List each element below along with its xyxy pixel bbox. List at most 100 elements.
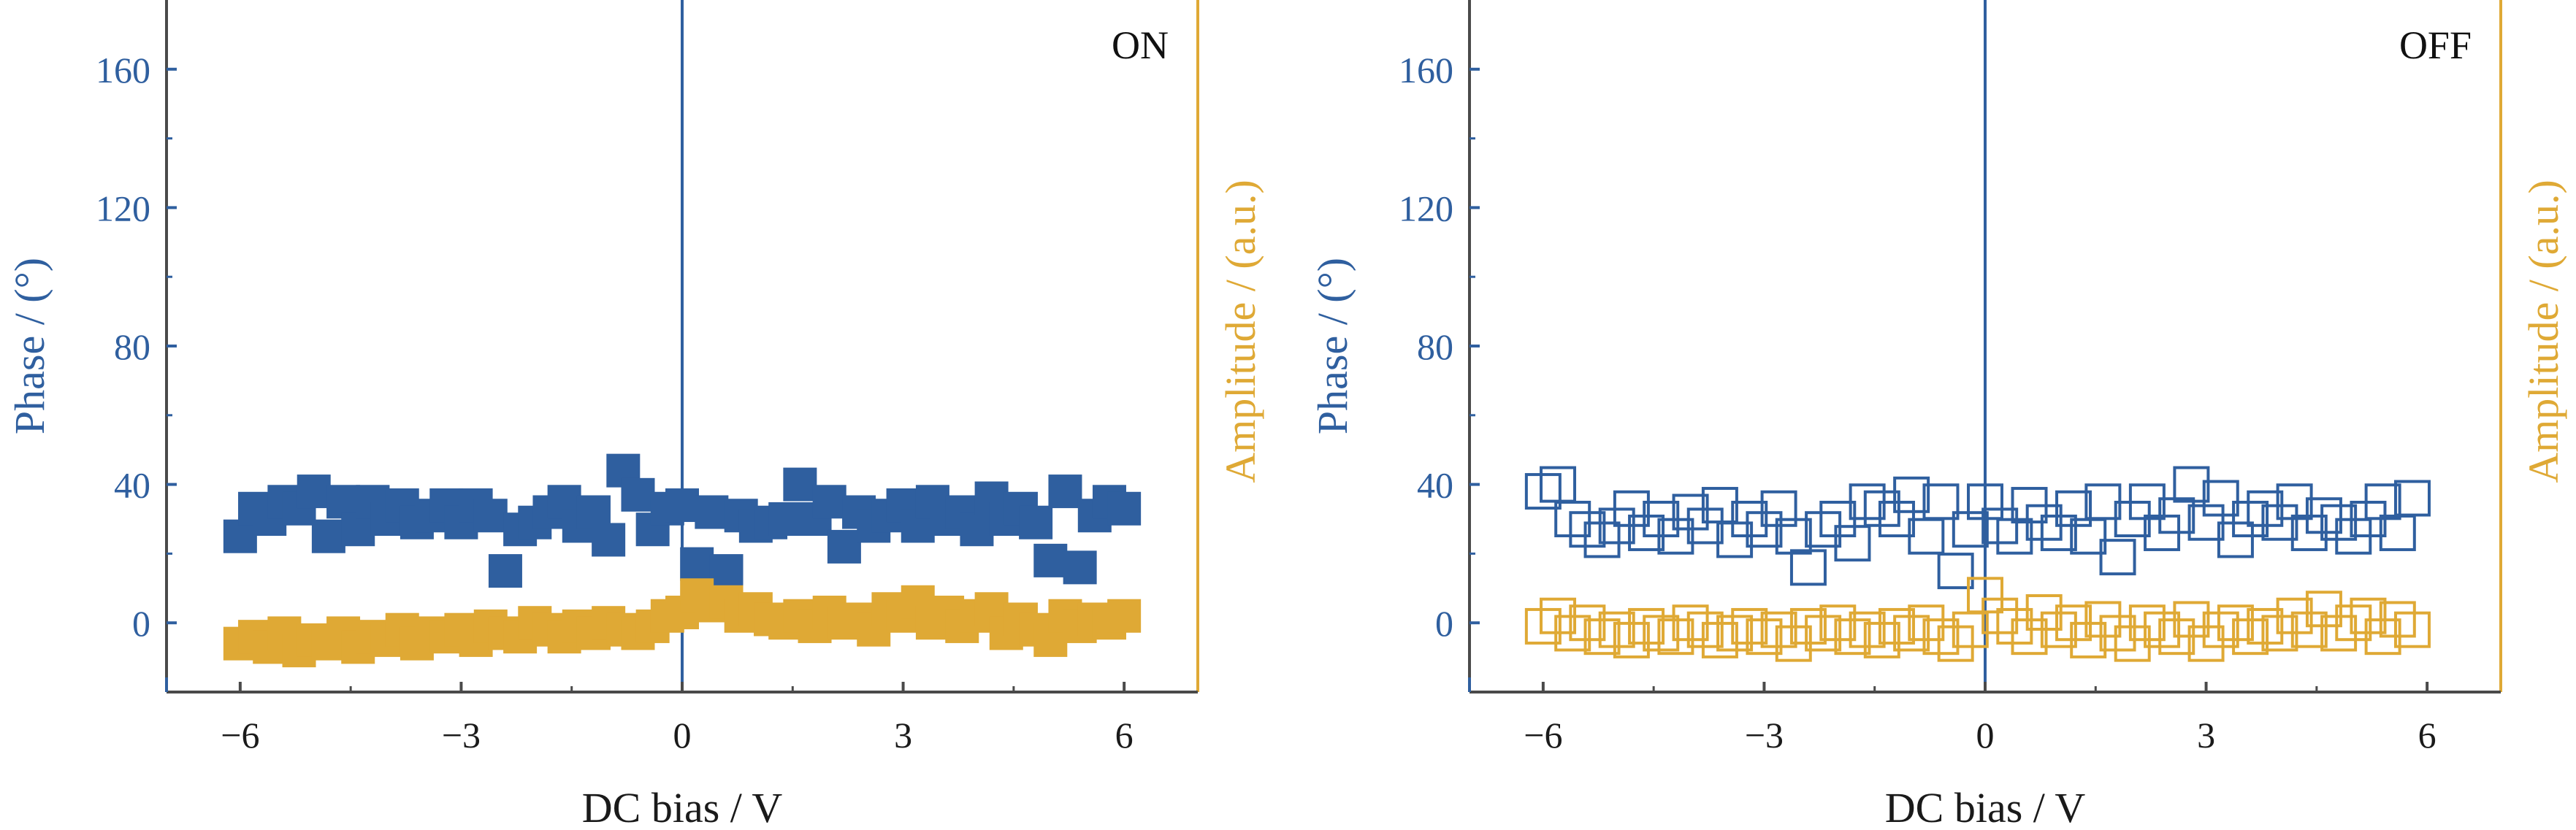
phase-point	[1569, 511, 1606, 548]
phase-point	[2320, 504, 2358, 541]
phase-point	[2055, 490, 2092, 527]
phase-point	[1775, 518, 1812, 555]
phase-point	[1834, 525, 1871, 562]
phase-point	[827, 529, 861, 564]
amplitude-point	[1834, 618, 1871, 656]
phase-point	[1063, 550, 1097, 585]
panel-on: −6 −3 0 3 6 0 40 80 120 160 DC bias / V Phase / (°)…	[6, 0, 1264, 830]
panel-off: −6 −3 0 3 6 0 40 80 120 160 DC bias / V Phase / (°)…	[1309, 0, 2567, 830]
phase-point	[1789, 549, 1827, 586]
amplitude-point	[2099, 615, 2136, 652]
phase-point	[1996, 518, 2033, 555]
amplitude-point	[1819, 604, 1857, 642]
phase-point	[488, 554, 522, 588]
amplitude-point	[1908, 604, 1945, 642]
phase-point	[1583, 521, 1621, 558]
phase-point	[1554, 501, 1591, 537]
y-tick-label: 160	[96, 50, 150, 91]
amplitude-point	[1107, 599, 1142, 633]
amplitude-point	[2173, 601, 2210, 638]
phase-point	[1107, 491, 1142, 526]
phase-point	[2202, 480, 2239, 517]
phase-point	[2261, 504, 2298, 541]
phase-point	[1952, 511, 1989, 548]
amplitude-point	[1746, 618, 1783, 656]
phase-point	[1686, 507, 1724, 545]
phase-point	[1908, 518, 1945, 555]
y-tick-label: 40	[1417, 465, 1453, 506]
amplitude-point	[2247, 607, 2284, 645]
x-tick-label: −3	[442, 715, 481, 756]
phase-point	[297, 474, 331, 509]
phase-point	[621, 477, 655, 512]
amplitude-point	[1628, 607, 1665, 645]
y-tick-label: 0	[1435, 603, 1453, 644]
phase-point	[1524, 473, 1562, 510]
phase-point	[1746, 511, 1783, 548]
x-tick-label: 3	[894, 715, 912, 756]
phase-point	[2232, 501, 2269, 537]
amplitude-point	[1716, 615, 1754, 652]
x-tick-label: 0	[1976, 715, 1995, 756]
x-tick-label: −6	[1524, 715, 1562, 756]
phase-point	[592, 523, 626, 557]
y-tick-label: 40	[114, 465, 150, 506]
phase-point	[1937, 553, 1974, 590]
amplitude-point	[1760, 611, 1797, 648]
x-axis-title: DC bias / V	[582, 784, 783, 830]
amplitude-point	[2350, 597, 2387, 634]
amplitude-point	[1731, 607, 1768, 645]
phase-point	[680, 547, 714, 581]
amplitude-point	[1937, 625, 1974, 662]
amplitude-point	[2276, 597, 2313, 634]
phase-point	[1760, 490, 1797, 527]
amplitude-point	[1583, 618, 1621, 656]
phase-point	[1048, 474, 1082, 509]
amplitude-point	[1598, 611, 1635, 648]
phase-point	[1033, 543, 1068, 577]
phase-point	[2379, 514, 2416, 551]
amplitude-point	[1554, 615, 1591, 652]
y-tick-label: 80	[114, 326, 150, 367]
y-axis-title-right: Amplitude / (a.u.)	[1217, 180, 1264, 483]
phase-point	[1863, 490, 1900, 527]
panel-label: ON	[1112, 23, 1169, 67]
amplitude-point	[2114, 625, 2151, 662]
x-tick-label: 0	[673, 715, 692, 756]
y-axis-title-left: Phase / (°)	[6, 258, 53, 434]
amplitude-point	[1878, 607, 1915, 645]
x-axis-title: DC bias / V	[1885, 784, 2086, 830]
amplitude-point	[1701, 621, 1738, 658]
amplitude-point	[2393, 611, 2431, 648]
x-tick-label: 6	[2418, 715, 2437, 756]
amplitude-point	[1613, 621, 1650, 658]
amplitude-point	[2128, 604, 2166, 642]
y-axis-title-left: Phase / (°)	[1309, 258, 1356, 434]
amplitude-point	[1686, 611, 1724, 648]
x-tick-label: 6	[1115, 715, 1134, 756]
phase-point	[2128, 483, 2166, 520]
amplitude-point	[1805, 615, 1842, 652]
amplitude-point	[2084, 601, 2122, 638]
amplitude-point	[2202, 611, 2239, 648]
x-tick-label: −3	[1745, 715, 1784, 756]
phase-point	[2158, 497, 2195, 534]
phase-point	[812, 485, 846, 519]
phase-point	[1893, 476, 1930, 513]
amplitude-point	[1524, 607, 1562, 645]
phase-point	[2173, 466, 2210, 503]
amplitude-point	[1849, 611, 1886, 648]
phase-point	[768, 502, 803, 536]
y-tick-label: 120	[1399, 188, 1453, 228]
phase-point	[2276, 483, 2313, 520]
phase-point	[1716, 521, 1754, 558]
amplitude-point	[2217, 604, 2254, 642]
amplitude-point	[2305, 591, 2342, 628]
amplitude-point	[2232, 618, 2269, 656]
amplitude-point	[1893, 615, 1930, 652]
phase-point	[311, 519, 345, 553]
phase-point	[1672, 493, 1709, 531]
phase-point	[1967, 483, 2003, 520]
amplitude-point	[1967, 577, 2003, 614]
